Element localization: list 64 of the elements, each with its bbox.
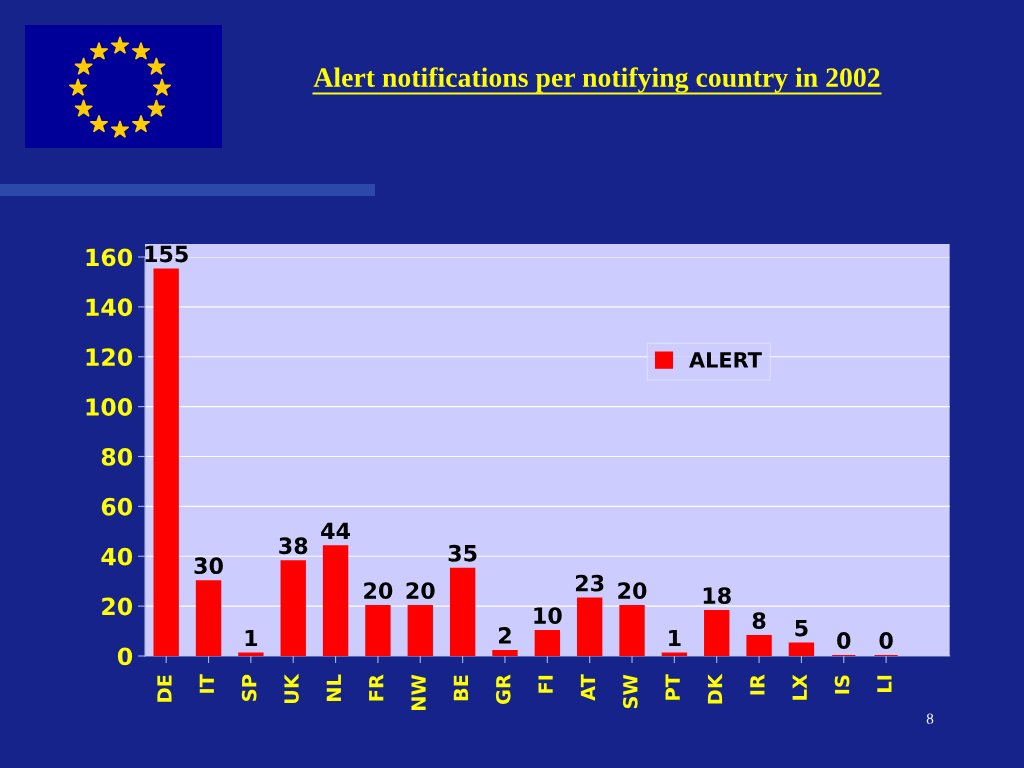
data-label: 10 — [534, 607, 562, 624]
bar — [746, 635, 772, 656]
bar — [195, 580, 222, 656]
x-tick-label: PT — [665, 674, 680, 700]
data-label: 2 — [499, 627, 511, 644]
y-tick-label: 140 — [86, 298, 133, 317]
y-tick-label: 80 — [101, 447, 133, 466]
data-label: 20 — [618, 582, 647, 600]
bar — [280, 560, 306, 656]
bar — [492, 649, 518, 656]
x-tick-label: FI — [538, 675, 553, 693]
data-label: 18 — [703, 587, 731, 605]
data-label: 5 — [795, 619, 808, 637]
data-label: 20 — [364, 582, 393, 600]
x-tick-label: AT — [580, 674, 596, 701]
x-tick-label: SP — [241, 674, 257, 701]
x-tick-label: LI — [877, 675, 892, 692]
legend-label: ALERT — [689, 352, 762, 368]
data-label: 0 — [837, 632, 851, 649]
y-tick-label: 100 — [86, 398, 133, 416]
bar — [238, 652, 264, 656]
bar — [661, 652, 688, 656]
x-tick-label: IR — [750, 674, 765, 695]
bar — [322, 545, 349, 656]
x-tick-label: BE — [453, 675, 468, 701]
y-tick-label: 60 — [101, 497, 133, 516]
data-label: 1 — [245, 629, 258, 647]
y-tick-label: 40 — [101, 547, 133, 566]
data-label: 38 — [279, 537, 308, 555]
data-label: 155 — [145, 245, 188, 263]
data-label: 30 — [194, 557, 223, 575]
x-tick-label: LX — [792, 674, 807, 700]
bar — [449, 567, 476, 656]
y-tick-label: 160 — [86, 248, 133, 267]
data-label: 1 — [669, 629, 681, 647]
chart-title: Alert notifications per notifying country in 2002 — [313, 67, 880, 93]
bar — [407, 605, 433, 656]
x-tick-label: IT — [199, 674, 214, 693]
x-tick-label: GR — [495, 674, 511, 705]
x-tick-label: NW — [411, 674, 426, 710]
bar — [788, 642, 815, 656]
bar — [576, 597, 603, 656]
y-tick-label: 0 — [117, 647, 133, 666]
data-label: 20 — [406, 582, 435, 600]
data-label: 35 — [448, 544, 477, 562]
y-tick-label: 120 — [86, 348, 133, 367]
x-tick-label: DK — [707, 673, 723, 704]
x-tick-label: SW — [622, 674, 638, 709]
x-tick-label: DE — [157, 675, 172, 702]
bar — [619, 605, 645, 656]
x-tick-label: NL — [326, 674, 341, 701]
x-tick-label: UK — [284, 673, 299, 704]
data-label: 0 — [879, 632, 893, 649]
bar — [153, 268, 179, 656]
x-tick-label: FR — [369, 674, 384, 701]
data-label: 23 — [575, 574, 604, 592]
text: 8 — [926, 713, 934, 724]
bar — [534, 630, 561, 656]
data-label: 8 — [752, 612, 766, 629]
data-label: 44 — [321, 522, 351, 539]
x-tick-label: IS — [834, 675, 850, 694]
y-tick-label: 20 — [102, 597, 133, 616]
bar — [704, 610, 730, 656]
bar — [365, 605, 391, 656]
